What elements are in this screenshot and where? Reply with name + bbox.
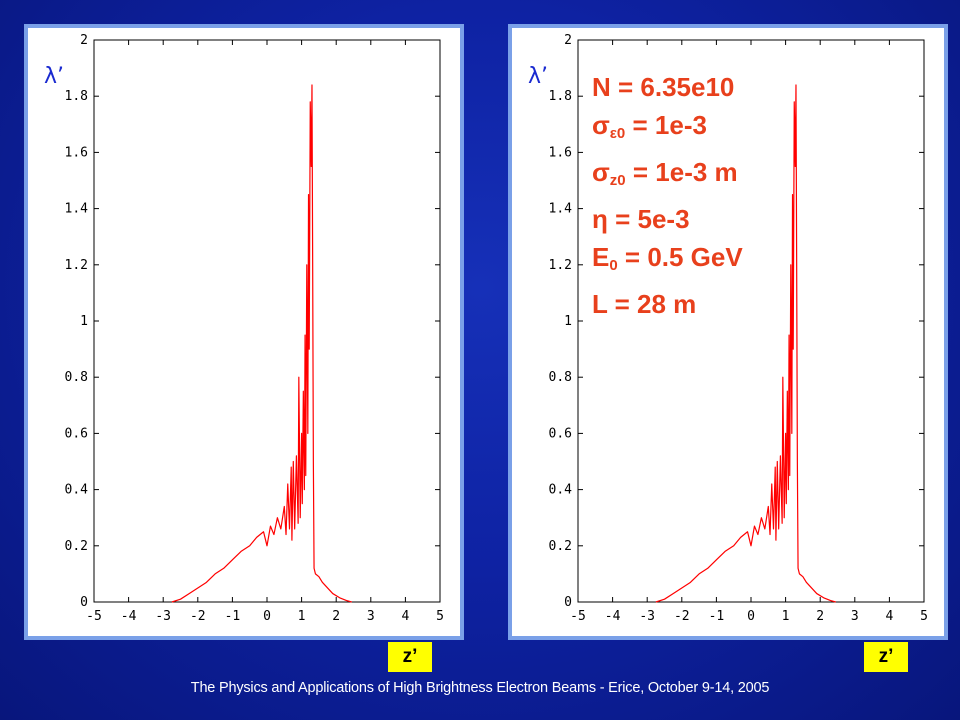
x-tick-label: -1 <box>709 609 725 624</box>
param-sigma-epsilon: σε0 = 1e-3 <box>592 110 707 142</box>
y-tick-label: 0.4 <box>65 483 89 498</box>
x-tick-label: -5 <box>86 609 102 624</box>
y-axis-label-left: λ’ <box>44 64 65 89</box>
x-axis-label-right: z’ <box>864 642 908 672</box>
x-tick-label: 4 <box>401 609 409 624</box>
x-axis-label-left: z’ <box>388 642 432 672</box>
x-tick-label: -5 <box>570 609 586 624</box>
y-tick-label: 2 <box>80 33 88 48</box>
x-tick-label: 4 <box>885 609 893 624</box>
y-tick-label: 1.6 <box>65 145 88 160</box>
x-tick-label: -4 <box>121 609 137 624</box>
line-chart-right: 0 0.2 0.4 0.6 0.8 1 1.2 1.4 1.6 1.8 2 -5 -4 -3 -2 -1 0 1 2… <box>549 33 928 624</box>
y-tick-label: 0.6 <box>549 426 572 441</box>
x-tick-label: 5 <box>436 609 444 624</box>
y-tick-label: 1 <box>80 314 88 329</box>
param-n: N = 6.35e10 <box>592 72 735 102</box>
series-line <box>171 84 352 603</box>
param-sigma-z: σz0 = 1e-3 m <box>592 157 738 189</box>
x-tick-label: 5 <box>920 609 928 624</box>
y-tick-label: 1.2 <box>65 258 88 273</box>
series-line <box>655 84 836 603</box>
y-tick-label: 1.6 <box>549 145 572 160</box>
parameter-annotation: N = 6.35e10 σε0 = 1e-3 σz0 = 1e-3 m η = … <box>592 68 743 323</box>
y-tick-label: 1 <box>564 314 572 329</box>
y-tick-label: 1.8 <box>65 89 88 104</box>
y-tick-label: 0 <box>564 595 572 610</box>
y-tick-label: 0 <box>80 595 88 610</box>
chart-panel-right: 0 0.2 0.4 0.6 0.8 1 1.2 1.4 1.6 1.8 2 -5 -4 -3 -2 -1 0 1 2… <box>508 24 948 640</box>
y-tick-label: 0.2 <box>65 539 88 554</box>
x-tick-label: -2 <box>190 609 206 624</box>
x-tick-label: -4 <box>605 609 621 624</box>
x-tick-label: 1 <box>298 609 306 624</box>
y-tick-label: 0.6 <box>65 426 88 441</box>
param-e0: E0 = 0.5 GeV <box>592 242 743 274</box>
y-tick-label: 0.4 <box>549 483 573 498</box>
y-tick-label: 2 <box>564 33 572 48</box>
x-tick-label: -1 <box>225 609 241 624</box>
chart-panel-left: 0 0.2 0.4 0.6 0.8 1 1.2 1.4 1.6 1.8 2 -5 -4 -3 -2 -1 0 1 2… <box>24 24 464 640</box>
x-tick-label: -2 <box>674 609 690 624</box>
x-tick-label: 0 <box>263 609 271 624</box>
x-tick-label: -3 <box>155 609 171 624</box>
x-tick-label: 2 <box>332 609 340 624</box>
x-tick-label: -3 <box>639 609 655 624</box>
y-tick-label: 0.2 <box>549 539 572 554</box>
param-l: L = 28 m <box>592 289 697 319</box>
x-tick-label: 2 <box>816 609 824 624</box>
y-tick-label: 1.4 <box>549 202 573 217</box>
x-tick-label: 1 <box>782 609 790 624</box>
line-chart-left: 0 0.2 0.4 0.6 0.8 1 1.2 1.4 1.6 1.8 2 -5 -4 -3 -2 -1 0 1 2… <box>65 33 444 624</box>
y-tick-label: 1.2 <box>549 258 572 273</box>
x-tick-label: 0 <box>747 609 755 624</box>
plot-frame <box>93 39 441 603</box>
footer-caption: The Physics and Applications of High Bri… <box>190 680 770 696</box>
y-tick-label: 1.8 <box>549 89 572 104</box>
y-tick-label: 0.8 <box>65 370 88 385</box>
y-tick-label: 0.8 <box>549 370 572 385</box>
y-tick-label: 1.4 <box>65 202 89 217</box>
x-tick-label: 3 <box>851 609 859 624</box>
y-axis-label-right: λ’ <box>528 64 549 89</box>
x-tick-label: 3 <box>367 609 375 624</box>
param-eta: η = 5e-3 <box>592 204 690 234</box>
